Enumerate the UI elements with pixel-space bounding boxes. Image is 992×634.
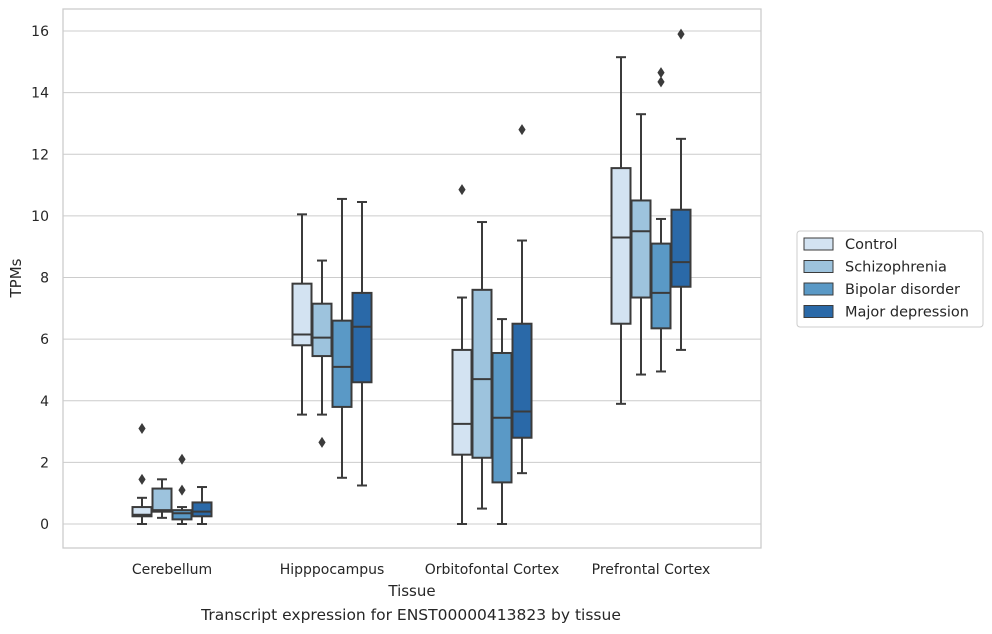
outlier-point — [458, 184, 466, 196]
y-tick-label: 10 — [31, 209, 49, 225]
box-groups — [131, 28, 692, 525]
figure-caption: Transcript expression for ENST0000041382… — [201, 606, 621, 624]
box-iqr — [471, 288, 493, 459]
y-tick-label: 6 — [40, 332, 49, 348]
y-axis-label: TPMs — [7, 258, 25, 298]
box-control — [291, 213, 313, 416]
box-iqr — [610, 167, 632, 325]
box-iqr — [171, 509, 193, 521]
y-tick-label: 16 — [31, 24, 49, 40]
box-iqr — [351, 291, 373, 384]
box-schizophrenia — [630, 113, 652, 376]
box-iqr — [630, 199, 652, 299]
x-axis-label: Tissue — [387, 582, 435, 600]
y-tick-label: 0 — [40, 517, 49, 533]
box-control — [451, 184, 473, 525]
box-iqr — [291, 282, 313, 347]
outlier-point — [677, 28, 685, 40]
box-major-depression — [511, 124, 533, 475]
outlier-point — [518, 124, 526, 136]
outlier-point — [657, 76, 665, 88]
box-bipolar-disorder — [171, 453, 193, 525]
box-schizophrenia — [471, 221, 493, 510]
outlier-point — [318, 436, 326, 448]
y-tick-label: 12 — [31, 147, 49, 163]
x-axis-ticks: Cerebellum Hipppocampus Orbitofontal Corte… — [132, 562, 710, 578]
outlier-point — [657, 67, 665, 79]
legend-swatch-schizophrenia — [803, 260, 834, 273]
x-tick-label: Hipppocampus — [280, 562, 385, 578]
y-tick-label: 8 — [40, 271, 49, 287]
box-bipolar-disorder — [491, 318, 513, 525]
gridlines — [63, 30, 761, 525]
legend-label-major-depression: Major depression — [845, 305, 969, 321]
legend-frame — [796, 230, 984, 328]
box-control — [610, 56, 632, 405]
box-control — [131, 422, 153, 525]
box-iqr — [151, 487, 173, 513]
plot-frame — [62, 8, 762, 549]
outlier-point — [138, 473, 146, 485]
box-major-depression — [351, 201, 373, 487]
legend-label-bipolar-disorder: Bipolar disorder — [845, 282, 960, 298]
box-bipolar-disorder — [331, 197, 353, 479]
outlier-point — [178, 453, 186, 465]
box-bipolar-disorder — [650, 67, 672, 373]
x-tick-label: Cerebellum — [132, 562, 212, 578]
x-tick-label: Prefrontal Cortex — [592, 562, 711, 578]
box-schizophrenia — [311, 259, 333, 448]
legend: Control Schizophrenia Bipolar disorder Majo… — [796, 230, 984, 328]
box-iqr — [191, 501, 213, 518]
legend-label-schizophrenia: Schizophrenia — [845, 260, 947, 276]
outlier-point — [138, 422, 146, 434]
box-iqr — [650, 242, 672, 330]
legend-label-control: Control — [845, 237, 897, 253]
box-iqr — [451, 348, 473, 456]
box-major-depression — [191, 486, 213, 525]
box-iqr — [311, 302, 333, 358]
y-tick-label: 4 — [40, 394, 49, 410]
box-iqr — [331, 319, 353, 408]
y-tick-label: 2 — [40, 455, 49, 471]
legend-swatch-bipolar-disorder — [803, 282, 834, 296]
box-iqr — [670, 208, 692, 288]
legend-swatch-control — [803, 237, 834, 251]
outlier-point — [178, 484, 186, 496]
legend-swatch-major-depression — [803, 305, 834, 318]
box-major-depression — [670, 28, 692, 351]
y-axis-ticks: 0 2 4 6 8 10 12 14 16 — [31, 24, 49, 533]
y-tick-label: 14 — [31, 86, 49, 102]
box-iqr — [511, 322, 533, 439]
x-tick-label: Orbitofontal Cortex — [425, 562, 560, 578]
box-schizophrenia — [151, 478, 173, 519]
